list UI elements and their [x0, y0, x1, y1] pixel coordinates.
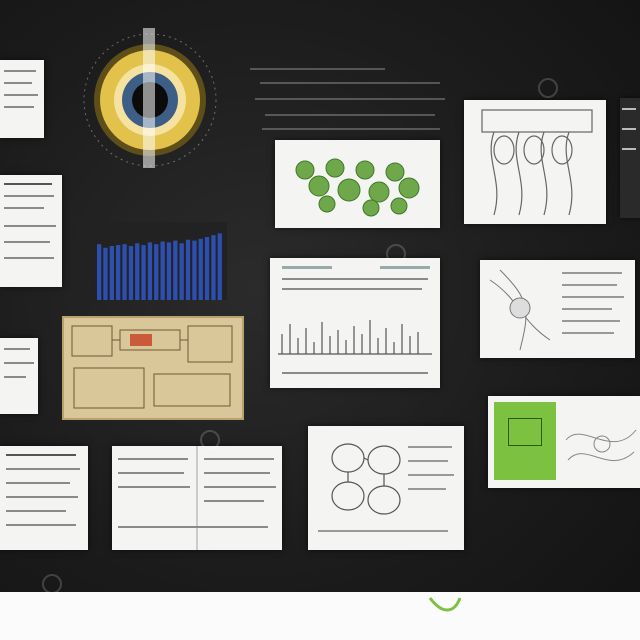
header-text-row — [255, 98, 445, 100]
leaf-icon — [428, 597, 462, 612]
green-figure — [494, 402, 556, 480]
schematic-icon — [71, 325, 233, 409]
bar-2 — [109, 246, 114, 300]
molecule-image-card — [275, 140, 440, 228]
watermark-circle-icon — [386, 244, 406, 264]
bar-5 — [128, 246, 134, 300]
bar-8 — [147, 242, 153, 300]
watermark-circle-icon — [538, 78, 558, 98]
document-card-left — [0, 175, 62, 287]
flow-diagram-card — [308, 426, 464, 550]
bar-9 — [154, 244, 159, 300]
document-card-bottom-left — [0, 446, 88, 550]
bar-chart — [97, 233, 222, 300]
header-text-row — [250, 68, 385, 70]
bar-10 — [160, 241, 165, 300]
bar-16 — [198, 238, 203, 300]
eye-icon — [83, 18, 217, 188]
bar-3 — [116, 245, 121, 300]
header-text-row — [262, 128, 440, 130]
bar-11 — [166, 242, 172, 300]
molecule-icon — [295, 158, 420, 217]
bar-15 — [192, 240, 197, 300]
schematic-panel — [62, 316, 244, 420]
bar-chart-panel — [92, 222, 227, 300]
vessel-diagram-icon — [565, 429, 637, 462]
bar-13 — [179, 243, 184, 300]
diagram-card-right — [480, 260, 635, 358]
header-text-row — [265, 114, 435, 116]
bar-14 — [185, 239, 191, 300]
brand-strip — [0, 592, 640, 640]
bar-18 — [211, 235, 216, 300]
header-text-row — [260, 82, 440, 84]
anatomy-icon — [481, 109, 593, 216]
bar-0 — [97, 244, 102, 300]
bar-7 — [141, 245, 146, 300]
bar-1 — [103, 247, 108, 300]
eye-graphic — [70, 18, 230, 188]
bar-19 — [217, 233, 222, 300]
anatomy-illustration-card — [464, 100, 606, 224]
bar-12 — [173, 240, 178, 300]
flow-diagram-icon — [318, 443, 454, 532]
spike-chart — [278, 320, 432, 355]
document-card-bottom-middle — [112, 446, 282, 550]
nerve-diagram-icon — [489, 269, 624, 351]
document-card-right-edge — [620, 98, 640, 218]
watermark-circle-icon — [200, 430, 220, 450]
document-card-left-small — [0, 338, 38, 414]
bar-17 — [204, 237, 210, 300]
line-chart-card — [270, 258, 440, 388]
bar-4 — [122, 244, 127, 300]
watermark-circle-icon — [42, 574, 62, 594]
bar-6 — [135, 243, 140, 300]
green-figure-card — [488, 396, 640, 488]
document-card-top-left — [0, 60, 44, 138]
